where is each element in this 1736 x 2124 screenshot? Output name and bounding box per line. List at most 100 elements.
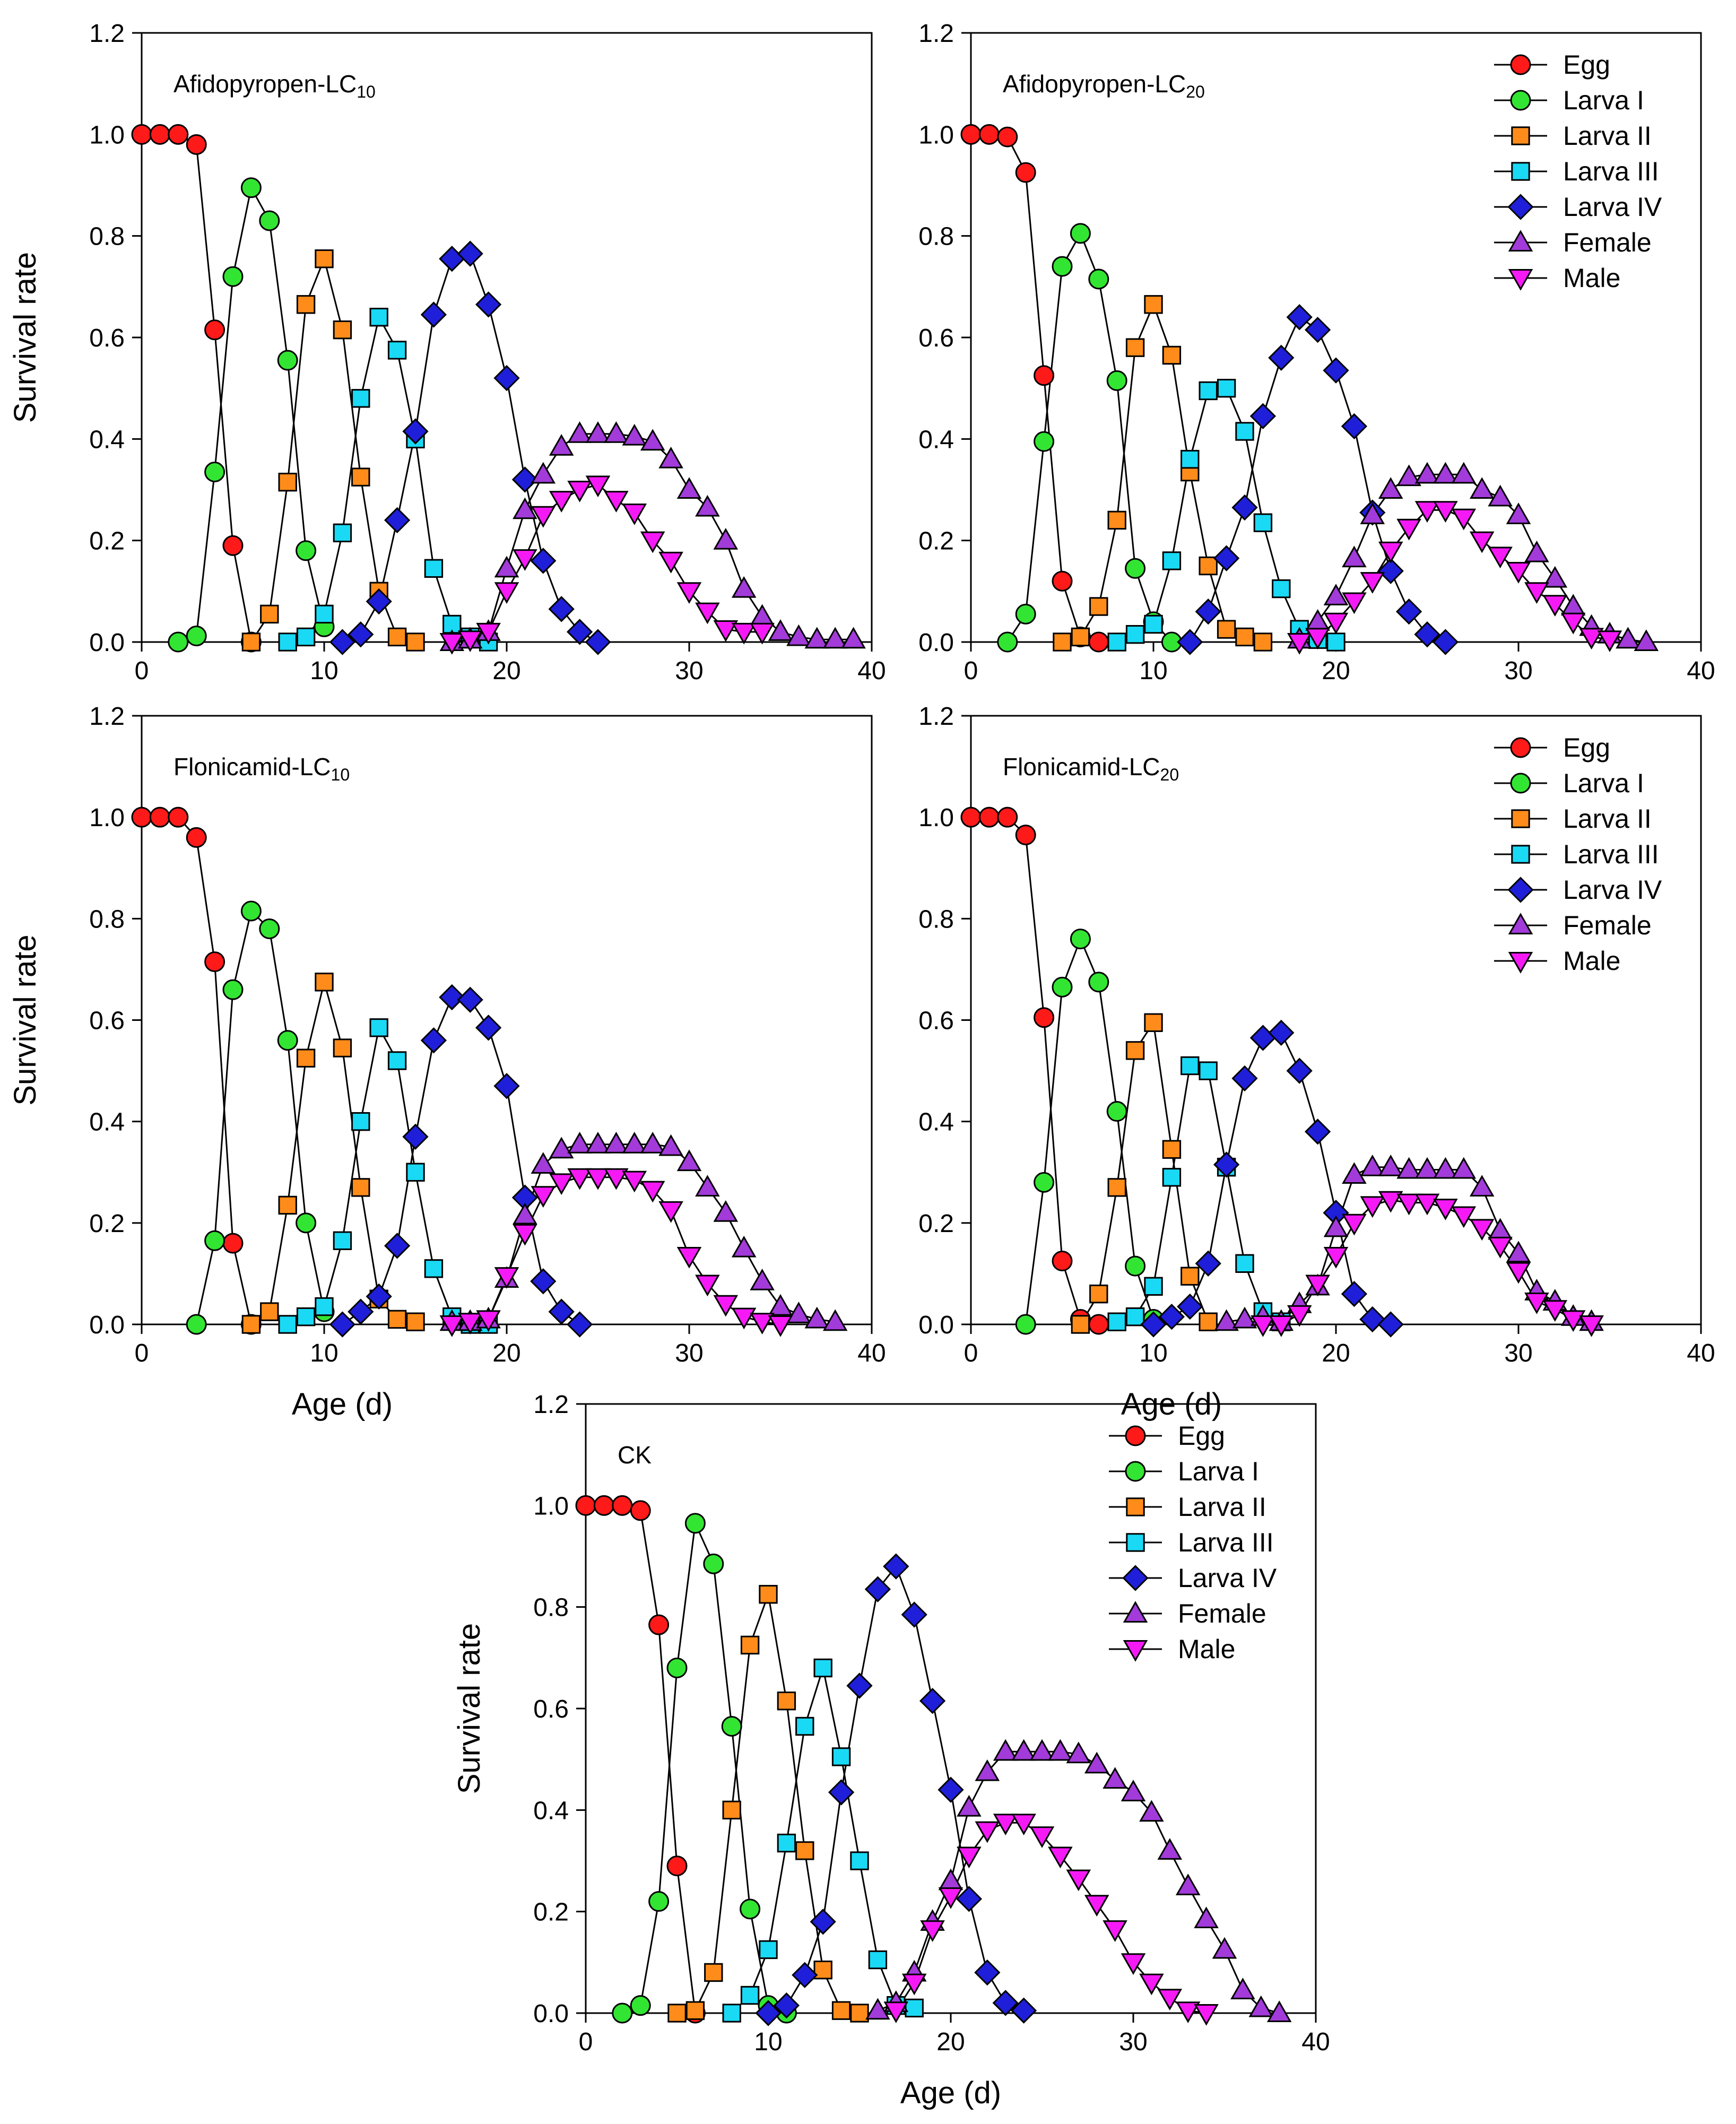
data-point-male (622, 504, 647, 525)
data-point-larva-ii (1125, 1041, 1145, 1060)
data-point-egg (997, 807, 1018, 828)
data-point-larva-iv (402, 418, 429, 445)
data-point-larva-iii (315, 604, 334, 624)
y-tick-label: 1.0 (89, 804, 125, 832)
data-point-female (731, 1235, 757, 1258)
x-tick-label: 40 (1301, 2028, 1330, 2056)
data-point-male (957, 1846, 982, 1869)
data-point-male (494, 1267, 519, 1289)
series-line-male (452, 483, 762, 643)
legend-label-female: Female (1563, 228, 1652, 257)
data-point-larva-i (168, 631, 189, 653)
data-point-larva-ii (406, 632, 425, 652)
data-point-larva-iii (759, 1940, 778, 1960)
data-point-larva-iv (792, 1962, 818, 1988)
y-tick-label: 0.2 (89, 527, 125, 556)
plot-frame (141, 32, 873, 643)
data-point-larva-iv (901, 1601, 927, 1628)
data-point-egg (186, 134, 207, 155)
data-point-male (676, 582, 702, 604)
data-point-male (1579, 628, 1604, 650)
data-point-larva-iv (457, 240, 483, 267)
data-point-larva-ii (1089, 597, 1108, 616)
series-line-larva-i (195, 909, 325, 1325)
data-point-female (658, 446, 683, 469)
data-point-female (585, 1131, 611, 1154)
data-point-egg (1088, 631, 1109, 653)
x-tick-label: 40 (857, 1339, 886, 1367)
data-point-larva-iv (566, 619, 593, 645)
series-line-larva-ii (250, 978, 416, 1325)
x-tick-label: 40 (1687, 1339, 1715, 1367)
data-point-female (1342, 1162, 1367, 1184)
data-point-female (585, 421, 611, 443)
panel-title-subscript: 10 (357, 82, 376, 101)
data-point-female (865, 1998, 890, 2020)
data-point-male (1287, 632, 1312, 655)
data-point-male (1560, 1310, 1586, 1332)
y-tick-label: 0.0 (89, 1311, 125, 1339)
data-point-female (1433, 462, 1458, 484)
data-point-female (1048, 1739, 1073, 1761)
data-point-male (1251, 1315, 1275, 1337)
data-point-male (731, 1307, 757, 1330)
series-line-egg (586, 1504, 696, 2014)
y-tick-label: 1.2 (918, 703, 954, 731)
data-point-male (713, 620, 739, 642)
legend-label-female: Female (1563, 911, 1652, 940)
data-point-male (920, 1920, 945, 1942)
x-tick-label: 40 (857, 657, 886, 685)
data-point-egg (168, 807, 189, 828)
legend-label-larva-i: Larva I (1178, 1457, 1259, 1486)
data-point-larva-ii (1181, 1267, 1200, 1286)
data-point-egg (168, 124, 189, 145)
data-point-larva-i (997, 631, 1018, 653)
data-point-female (1414, 462, 1440, 484)
legend-label-larva-iv: Larva IV (1563, 192, 1662, 222)
data-point-female (640, 429, 665, 451)
legend-label-male: Male (1178, 1634, 1235, 1664)
data-point-female (822, 627, 848, 649)
data-point-egg (1034, 1007, 1055, 1028)
data-point-egg (593, 1495, 614, 1516)
panel-title-subscript: 10 (331, 765, 350, 784)
data-point-female (1066, 1741, 1091, 1764)
plot-frame (141, 715, 873, 1325)
data-point-male (494, 582, 519, 604)
data-point-larva-iii (1235, 422, 1254, 441)
data-point-larva-iv (475, 1015, 502, 1041)
data-point-larva-i (630, 1995, 651, 2016)
data-point-larva-iv (1195, 598, 1221, 625)
data-point-larva-iii (1162, 1168, 1182, 1187)
data-point-egg (186, 827, 207, 848)
data-point-larva-iv (1140, 1311, 1167, 1338)
panel-afidopyropen-lc20: 0 10 20 30 40 0.0 0.2 0.4 0.6 0.8 1.0 1.2 Afidopyrop… (918, 20, 1715, 685)
data-point-larva-ii (850, 2004, 869, 2023)
data-point-larva-iv (420, 301, 447, 328)
legend-marker-larva-ii (1511, 126, 1530, 145)
legend-label-larva-iii: Larva III (1563, 839, 1659, 869)
data-point-female (640, 1131, 665, 1154)
series-line-female (452, 1143, 836, 1323)
data-point-female (1360, 502, 1385, 524)
legend-label-male: Male (1563, 263, 1620, 293)
data-point-male (476, 1310, 501, 1332)
data-point-female (513, 1202, 537, 1225)
data-point-female (786, 624, 811, 646)
data-point-larva-ii (1071, 627, 1090, 647)
y-tick-label: 0.0 (918, 1311, 954, 1339)
data-point-male (1524, 1292, 1549, 1314)
data-point-female (1433, 1157, 1458, 1179)
data-point-egg (648, 1614, 670, 1635)
y-tick-label: 0.0 (89, 629, 125, 657)
data-point-female (1524, 540, 1549, 562)
data-point-female (841, 627, 866, 649)
x-tick-label: 20 (1322, 657, 1350, 685)
data-point-larva-iv (1359, 1306, 1386, 1333)
data-point-egg (978, 124, 1000, 145)
data-point-male (439, 1315, 465, 1337)
data-point-larva-iv (548, 596, 575, 622)
data-point-female (513, 497, 537, 519)
legend-marker-larva-i (1510, 773, 1531, 794)
data-point-larva-iv (439, 984, 465, 1011)
